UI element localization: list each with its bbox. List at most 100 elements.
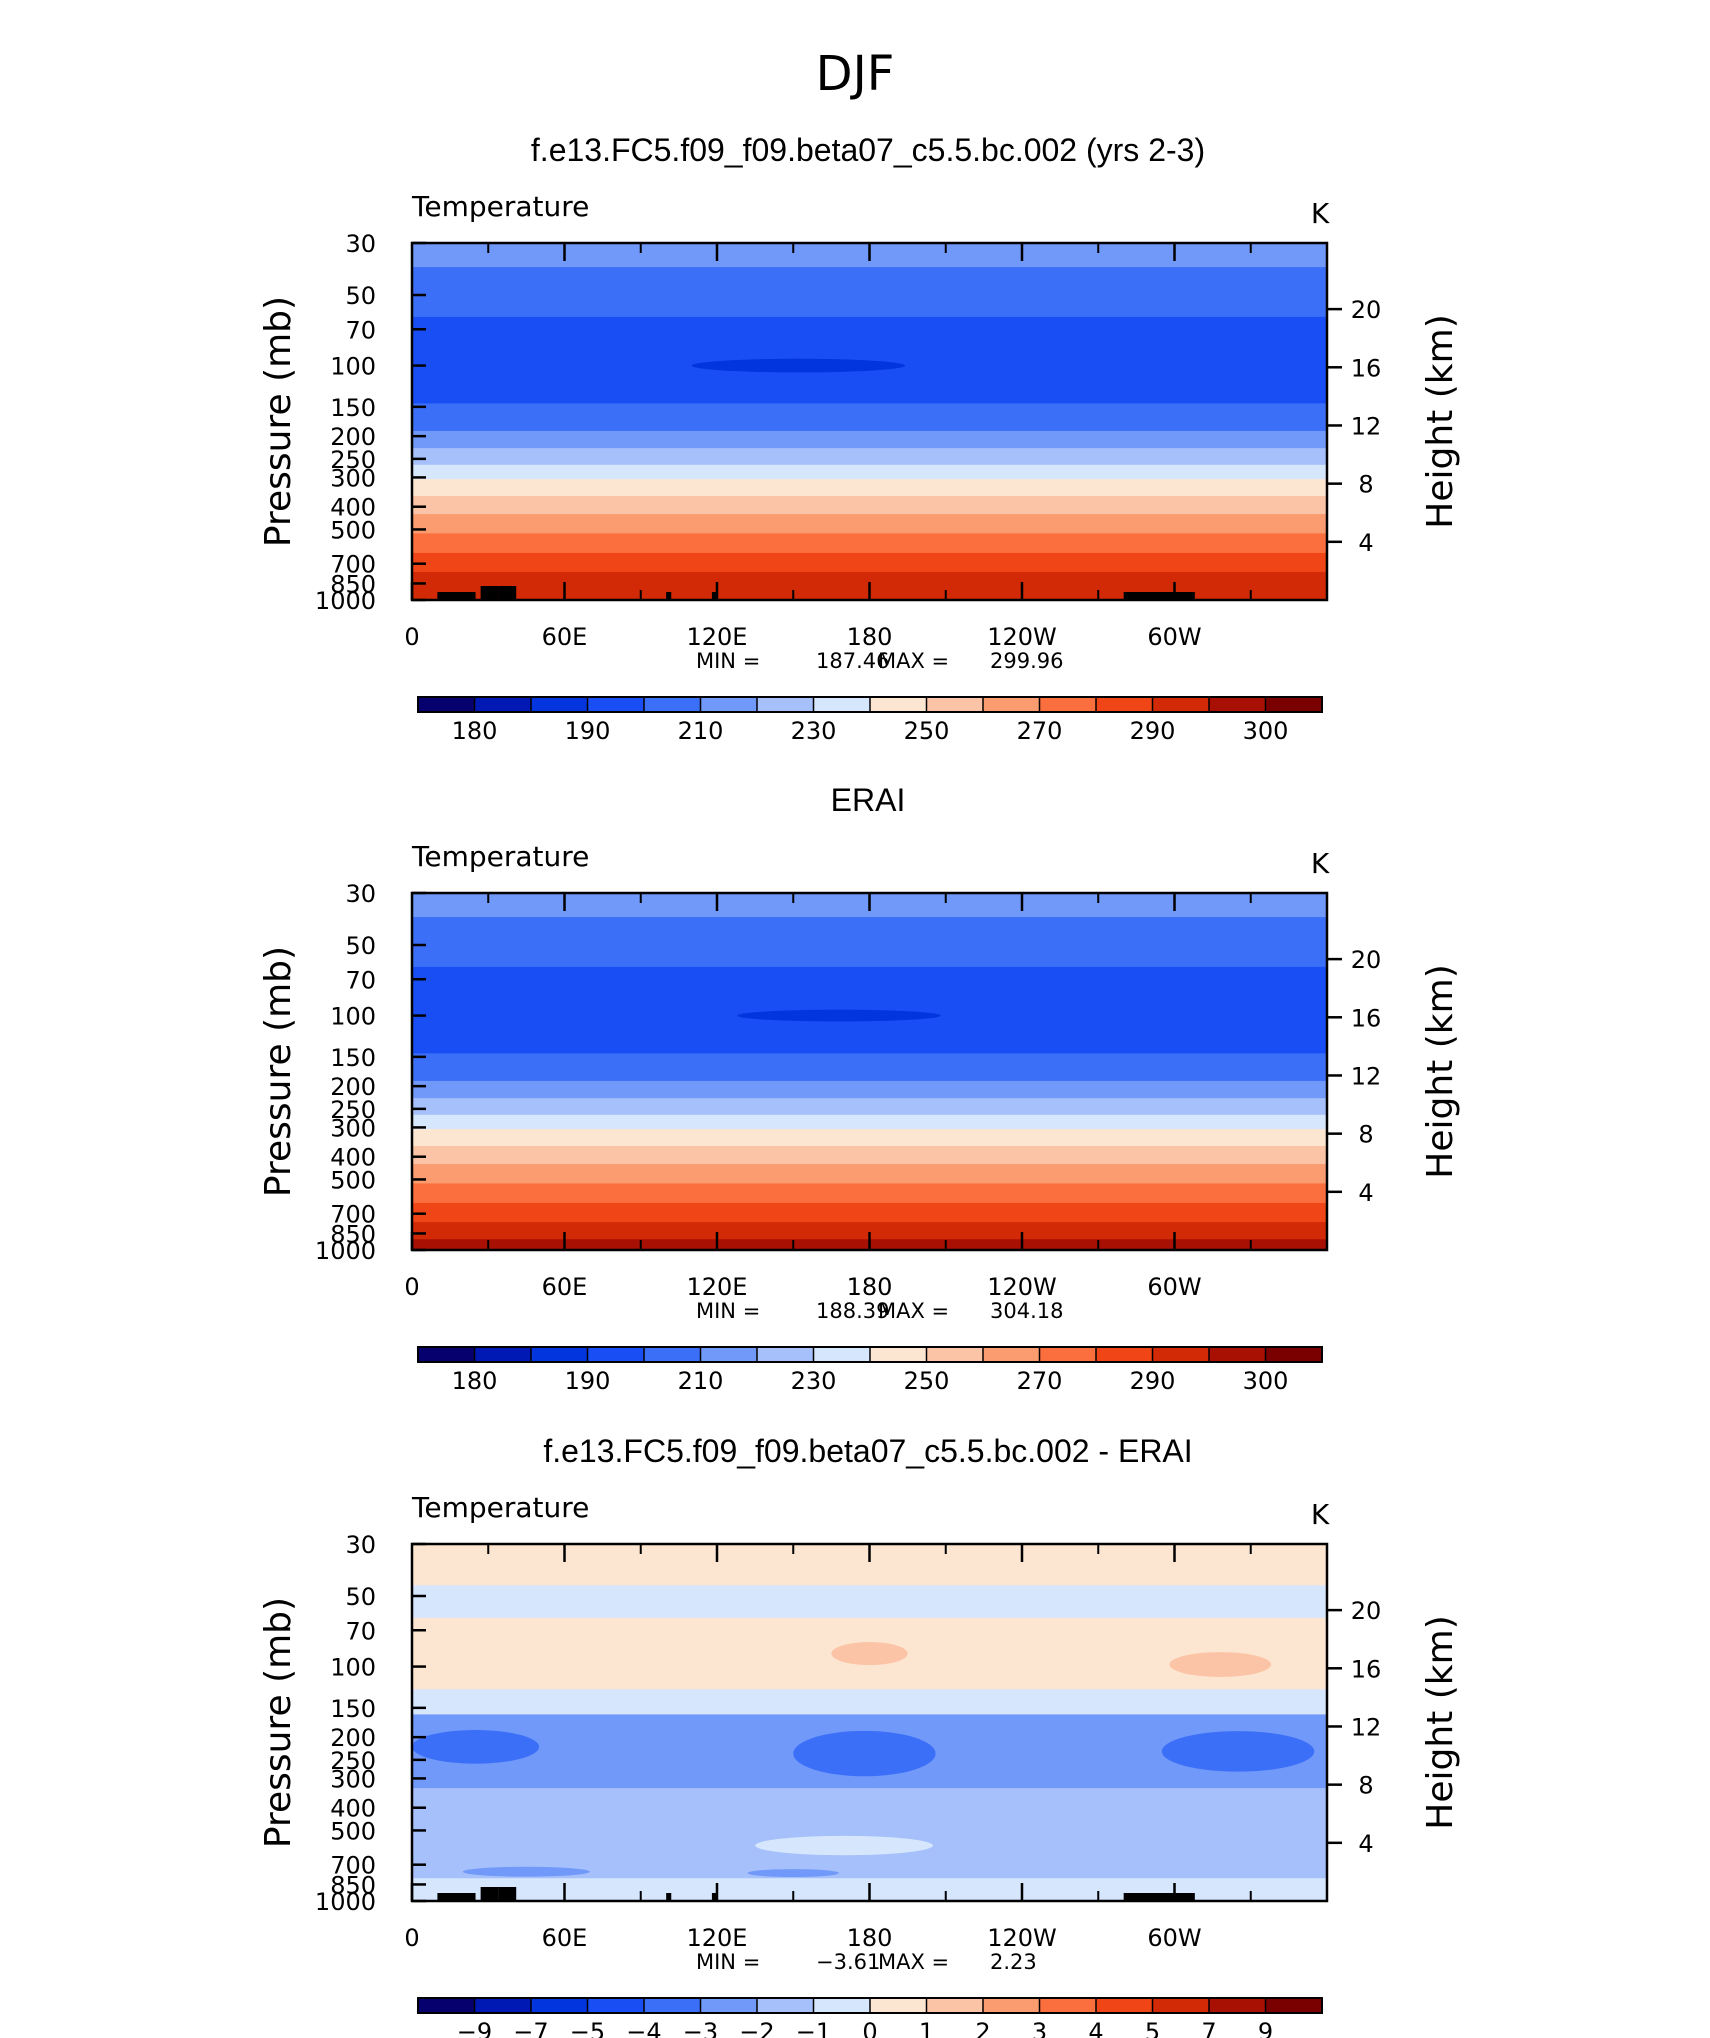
y-tick-label: 70 bbox=[345, 966, 376, 994]
y-tick-label: 250 bbox=[330, 1747, 376, 1775]
terrain-mask bbox=[480, 586, 499, 600]
colorbar-swatch bbox=[531, 1998, 588, 2013]
terrain-mask bbox=[711, 592, 717, 600]
y-tick-label: 200 bbox=[330, 423, 376, 451]
colorbar-swatch bbox=[757, 1998, 814, 2013]
y-tick-label: 300 bbox=[330, 1765, 376, 1793]
terrain-mask bbox=[437, 1893, 476, 1901]
x-tick-label: 60W bbox=[1147, 1924, 1201, 1952]
colorbar-swatch bbox=[587, 1998, 645, 2013]
contour-feature bbox=[1169, 1652, 1272, 1677]
colorbar-label: 290 bbox=[1130, 1367, 1176, 1395]
colorbar-swatch bbox=[644, 1998, 701, 2013]
terrain-mask bbox=[480, 1887, 499, 1901]
y-tick-label: 30 bbox=[345, 880, 376, 908]
x-tick-label: 120W bbox=[987, 1273, 1057, 1301]
y-tick-label: 30 bbox=[345, 1531, 376, 1559]
x-tick-label: 120E bbox=[687, 1924, 748, 1952]
contour-band bbox=[412, 495, 1327, 515]
variable-label: Temperature bbox=[411, 840, 589, 873]
x-tick-label: 60E bbox=[542, 1273, 588, 1301]
colorbar-swatch bbox=[644, 1347, 701, 1362]
min-label: MIN = bbox=[696, 1299, 760, 1323]
colorbar-label: 300 bbox=[1243, 1367, 1289, 1395]
y-tick-label: 300 bbox=[330, 464, 376, 492]
y-axis-title-right: Height (km) bbox=[1420, 1615, 1461, 1829]
min-label: MIN = bbox=[696, 649, 760, 673]
colorbar-swatch bbox=[983, 1347, 1040, 1362]
colorbar-label: 300 bbox=[1243, 717, 1289, 745]
height-tick-label: 20 bbox=[1351, 296, 1382, 324]
terrain-mask bbox=[711, 1893, 717, 1901]
y-axis-title-right: Height (km) bbox=[1420, 314, 1461, 528]
contour-feature bbox=[747, 1869, 839, 1878]
contour-band bbox=[412, 1202, 1327, 1223]
contour-band bbox=[412, 1145, 1327, 1165]
colorbar-swatch bbox=[870, 697, 927, 712]
colorbar-frame bbox=[417, 1346, 1323, 1363]
colorbar-swatch bbox=[757, 1347, 814, 1362]
x-tick-label: 60E bbox=[542, 1924, 588, 1952]
height-tick-label: 12 bbox=[1351, 1713, 1382, 1741]
contour-band bbox=[412, 552, 1327, 573]
colorbar-swatch bbox=[587, 1347, 645, 1362]
y-tick-label: 30 bbox=[345, 230, 376, 258]
contour-field bbox=[412, 893, 1327, 1250]
contour-feature bbox=[755, 1835, 934, 1856]
y-tick-label: 400 bbox=[330, 1144, 376, 1172]
colorbar-label: 230 bbox=[791, 717, 837, 745]
x-tick-label: 120W bbox=[987, 623, 1057, 651]
contour-feature bbox=[793, 1730, 936, 1777]
x-tick-label: 0 bbox=[404, 1924, 419, 1952]
colorbar-swatch bbox=[1265, 1347, 1323, 1362]
height-tick-label: 4 bbox=[1358, 529, 1373, 557]
colorbar-label: 1 bbox=[919, 2018, 934, 2038]
y-tick-label: 150 bbox=[330, 394, 376, 422]
colorbar-label: −7 bbox=[513, 2018, 548, 2038]
y-tick-label: 50 bbox=[345, 932, 376, 960]
max-label: MAX = bbox=[878, 1950, 949, 1974]
contour-band bbox=[412, 1080, 1327, 1099]
x-tick-label: 180 bbox=[847, 623, 893, 651]
colorbar-swatch bbox=[700, 697, 758, 712]
colorbar-swatch bbox=[418, 697, 475, 712]
contour-feature bbox=[737, 1009, 941, 1022]
y-axis-title: Pressure (mb) bbox=[258, 946, 299, 1197]
contour-band bbox=[412, 1098, 1327, 1116]
colorbar-swatch bbox=[1152, 697, 1210, 712]
x-tick-label: 120E bbox=[687, 1273, 748, 1301]
y-tick-label: 500 bbox=[330, 516, 376, 544]
contour-band bbox=[412, 1164, 1327, 1185]
panel-title: ERAI bbox=[831, 782, 906, 818]
panel-1: f.e13.FC5.f09_f09.beta07_c5.5.bc.002 (yr… bbox=[258, 132, 1461, 745]
colorbar-swatch bbox=[474, 1347, 532, 1362]
y-tick-label: 850 bbox=[330, 570, 376, 598]
colorbar-label: 9 bbox=[1258, 2018, 1273, 2038]
min-value: −3.61 bbox=[816, 1950, 880, 1974]
y-tick-label: 100 bbox=[330, 353, 376, 381]
contour-band bbox=[412, 1053, 1327, 1082]
contour-feature bbox=[691, 358, 906, 373]
colorbar-label: 5 bbox=[1145, 2018, 1160, 2038]
y-tick-label: 1000 bbox=[315, 1237, 376, 1265]
variable-label: Temperature bbox=[411, 190, 589, 223]
height-tick-label: 16 bbox=[1351, 354, 1382, 382]
panel-3: f.e13.FC5.f09_f09.beta07_c5.5.bc.002 - E… bbox=[258, 1433, 1461, 2038]
y-tick-label: 1000 bbox=[315, 1888, 376, 1916]
y-tick-label: 150 bbox=[330, 1695, 376, 1723]
colorbar-swatch bbox=[474, 697, 532, 712]
colorbar-swatch bbox=[700, 1347, 758, 1362]
colorbar-label: 290 bbox=[1130, 717, 1176, 745]
colorbar-label: 180 bbox=[452, 1367, 498, 1395]
height-tick-label: 8 bbox=[1358, 1121, 1373, 1149]
colorbar-label: 4 bbox=[1088, 2018, 1103, 2038]
terrain-mask bbox=[666, 1893, 672, 1901]
colorbar-swatch bbox=[474, 1998, 532, 2013]
contour-band bbox=[412, 430, 1327, 449]
y-tick-label: 50 bbox=[345, 282, 376, 310]
colorbar-swatch bbox=[1152, 1998, 1210, 2013]
contour-band bbox=[412, 533, 1327, 554]
contour-feature bbox=[462, 1866, 590, 1877]
